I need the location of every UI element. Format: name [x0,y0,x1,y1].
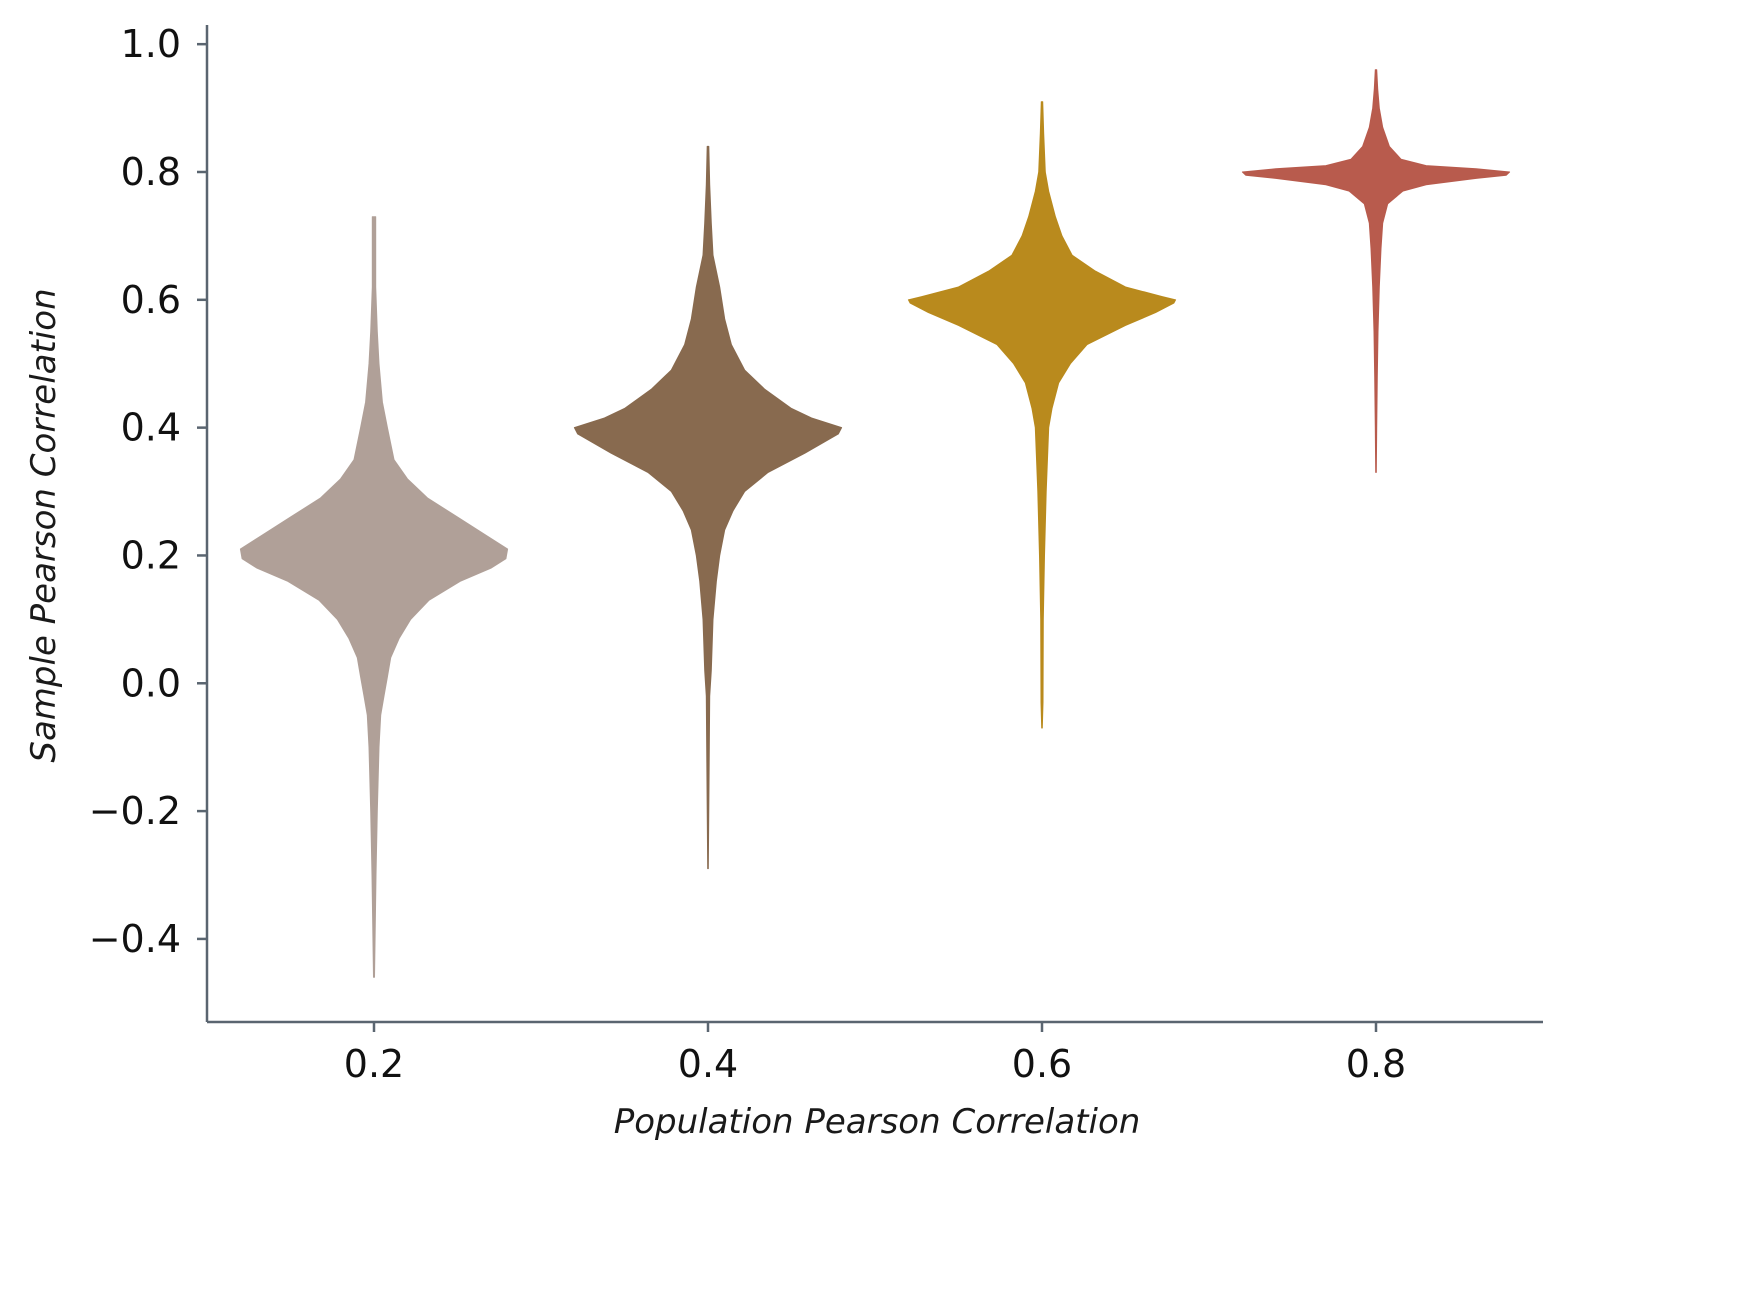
x-tick-label: 0.2 [344,1042,404,1086]
y-tick-label: 0.4 [121,406,181,450]
y-axis-ticks: −0.4 −0.2 0.0 0.2 0.4 0.6 0.8 1.0 [89,22,207,961]
x-tick-label: 0.8 [1346,1042,1406,1086]
x-axis-ticks: 0.2 0.4 0.6 0.8 [344,1022,1406,1086]
y-tick-label: 0.6 [121,278,181,322]
violin-0.2 [239,216,509,978]
x-axis-title: Population Pearson Correlation [614,1102,1141,1142]
violin-0.4 [573,145,843,870]
x-tick-label: 0.4 [678,1042,738,1086]
x-tick-label: 0.6 [1012,1042,1072,1086]
violin-series [239,69,1511,978]
violin-0.8 [1241,69,1511,473]
y-tick-label: 0.2 [121,533,181,577]
y-tick-label: 0.8 [121,150,181,194]
violin-0.6 [907,101,1177,729]
y-axis-title: Sample Pearson Correlation [24,288,64,762]
y-tick-label: 1.0 [121,22,181,66]
y-tick-label: 0.0 [121,661,181,705]
y-tick-label: −0.4 [89,917,181,961]
axes [205,25,1543,1024]
y-tick-label: −0.2 [89,789,181,833]
